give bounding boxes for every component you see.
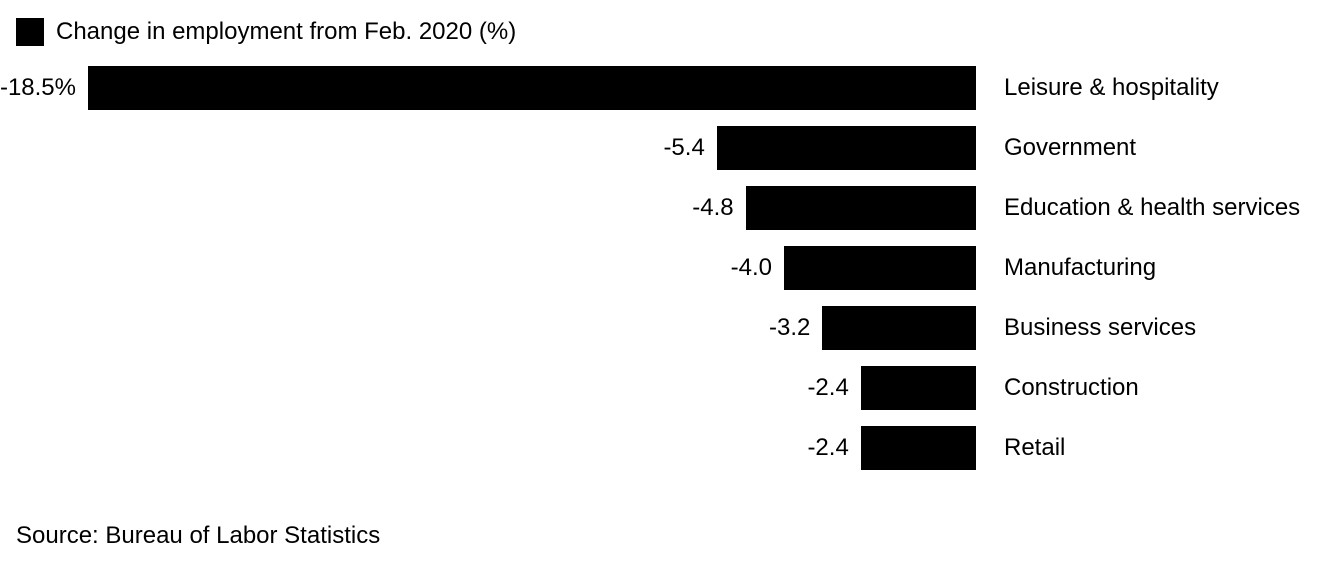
bar-value: -5.4: [16, 124, 717, 172]
bar-value: -4.8: [16, 184, 746, 232]
bar-row: -4.0 Manufacturing: [16, 244, 1316, 292]
bar-category-label: Construction: [1004, 364, 1139, 412]
bar-row: -4.8 Education & health services: [16, 184, 1316, 232]
bar-category-label: Retail: [1004, 424, 1065, 472]
bar-row: -3.2 Business services: [16, 304, 1316, 352]
employment-change-chart: -18.5% Leisure & hospitality -5.4 Governmen…: [16, 64, 1316, 484]
legend-swatch: [16, 18, 44, 46]
bar-category-label: Manufacturing: [1004, 244, 1156, 292]
bar-value: -2.4: [16, 424, 861, 472]
bar-rect: [822, 306, 976, 350]
chart-legend: Change in employment from Feb. 2020 (%): [16, 18, 1316, 46]
bar-category-label: Leisure & hospitality: [1004, 64, 1219, 112]
bar-value: -2.4: [16, 364, 861, 412]
bar-value: -4.0: [16, 244, 784, 292]
bar-row: -5.4 Government: [16, 124, 1316, 172]
bar-rect: [861, 426, 976, 470]
bar-value: -18.5%: [16, 64, 88, 112]
bar-row: -2.4 Retail: [16, 424, 1316, 472]
bar-rect: [717, 126, 976, 170]
legend-label: Change in employment from Feb. 2020 (%): [56, 18, 516, 46]
bar-rect: [784, 246, 976, 290]
bar-rect: [88, 66, 976, 110]
bar-category-label: Business services: [1004, 304, 1196, 352]
bar-rect: [861, 366, 976, 410]
bar-category-label: Government: [1004, 124, 1136, 172]
bar-row: -2.4 Construction: [16, 364, 1316, 412]
bar-category-label: Education & health services: [1004, 184, 1300, 232]
bar-row: -18.5% Leisure & hospitality: [16, 64, 1316, 112]
chart-source: Source: Bureau of Labor Statistics: [16, 522, 380, 550]
bar-rect: [746, 186, 976, 230]
bar-value: -3.2: [16, 304, 822, 352]
